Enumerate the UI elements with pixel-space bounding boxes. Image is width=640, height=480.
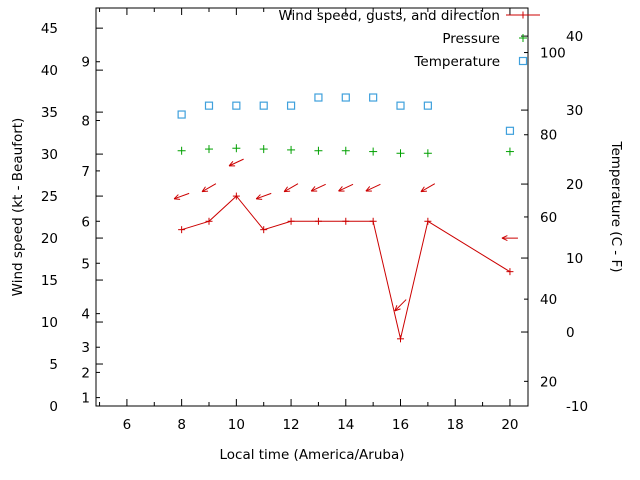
legend-label-pressure: Pressure xyxy=(442,31,500,47)
beaufort-tick-label: 1 xyxy=(81,391,90,407)
gust-arrowhead xyxy=(255,194,261,200)
fahrenheit-tick-label: 60 xyxy=(540,210,557,226)
fahrenheit-tick-label: 100 xyxy=(540,46,566,62)
kt-tick-label: 45 xyxy=(41,21,58,37)
gust-arrowhead xyxy=(202,190,209,193)
kt-tick-label: 10 xyxy=(41,315,58,331)
temperature-marker xyxy=(341,93,350,102)
gust-arrowhead xyxy=(420,190,427,193)
gust-arrowhead xyxy=(228,160,234,167)
celsius-tick-label: 30 xyxy=(566,103,583,119)
celsius-tick-label: 40 xyxy=(566,29,583,45)
gust-direction-arrow xyxy=(420,183,436,193)
beaufort-tick-label: 7 xyxy=(81,164,90,180)
gust-arrowhead xyxy=(174,198,181,200)
temperature-marker xyxy=(286,101,296,110)
kt-tick-label: 40 xyxy=(41,63,58,79)
gust-arrowhead xyxy=(394,308,401,312)
beaufort-tick-label: 6 xyxy=(81,214,90,230)
celsius-tick-label: 10 xyxy=(566,251,583,267)
legend-label-temperature: Temperature xyxy=(413,54,500,70)
gust-direction-arrow xyxy=(256,192,272,200)
gust-direction-arrow xyxy=(201,183,217,193)
x-axis-title: Local time (America/Aruba) xyxy=(219,447,404,463)
temperature-marker xyxy=(314,93,323,102)
celsius-tick-label: 20 xyxy=(566,177,583,193)
beaufort-tick-label: 8 xyxy=(81,114,90,130)
gust-arrowhead xyxy=(256,198,263,200)
gust-arrowhead xyxy=(173,194,179,200)
x-tick-label: 14 xyxy=(337,417,354,433)
gust-direction-arrow xyxy=(228,158,244,167)
plot-border xyxy=(95,7,529,407)
fahrenheit-tick-label: 40 xyxy=(540,292,557,308)
temperature-marker xyxy=(232,101,241,110)
gust-arrowhead xyxy=(310,186,316,192)
temperature-marker xyxy=(369,93,378,102)
kt-tick-label: 20 xyxy=(41,231,58,247)
gust-direction-arrow xyxy=(394,299,407,312)
fahrenheit-tick-label: 80 xyxy=(540,128,557,144)
x-tick-label: 6 xyxy=(123,417,132,433)
kt-tick-label: 15 xyxy=(41,273,58,289)
y-axis-right-title: Temperature (C - F) xyxy=(608,141,624,273)
legend-label-wind: Wind speed, gusts, and direction xyxy=(278,8,500,24)
temperature-marker xyxy=(204,101,214,110)
gust-arrowhead xyxy=(501,237,508,242)
temperature-marker xyxy=(423,101,432,110)
temperature-marker xyxy=(396,101,405,110)
beaufort-tick-label: 9 xyxy=(81,55,90,71)
gust-direction-arrow xyxy=(283,183,299,193)
gust-arrowhead xyxy=(283,186,288,192)
fahrenheit-tick-label: 20 xyxy=(540,374,557,390)
beaufort-tick-label: 2 xyxy=(81,365,90,381)
gust-arrowhead xyxy=(394,305,398,312)
temperature-marker xyxy=(259,101,268,110)
x-tick-label: 18 xyxy=(447,417,464,433)
gust-arrowhead xyxy=(338,186,343,192)
gust-direction-arrow xyxy=(173,192,190,200)
x-tick-label: 16 xyxy=(392,417,409,433)
gust-arrowhead xyxy=(420,186,425,192)
celsius-tick-label: 0 xyxy=(566,325,575,341)
wind-speed-line xyxy=(181,195,511,339)
gust-arrowhead xyxy=(201,186,206,192)
gust-arrowhead xyxy=(501,235,508,239)
kt-tick-label: 25 xyxy=(41,189,58,205)
y-axis-left-title: Wind speed (kt - Beaufort) xyxy=(10,118,26,297)
gust-arrowhead xyxy=(365,186,371,192)
gust-direction-arrow xyxy=(338,183,354,192)
beaufort-tick-label: 3 xyxy=(81,340,90,356)
temperature-marker xyxy=(177,110,186,119)
kt-tick-label: 35 xyxy=(41,105,58,121)
celsius-tick-label: -10 xyxy=(566,399,588,415)
x-tick-label: 20 xyxy=(501,417,518,433)
gust-arrowhead xyxy=(284,190,291,193)
gust-direction-arrow xyxy=(365,183,381,192)
x-tick-label: 8 xyxy=(177,417,186,433)
beaufort-tick-label: 4 xyxy=(81,307,90,323)
legend-temperature-marker-sample xyxy=(518,56,528,66)
gust-direction-arrow xyxy=(310,183,326,192)
temperature-marker xyxy=(505,126,515,135)
kt-tick-label: 0 xyxy=(49,399,58,415)
x-tick-label: 10 xyxy=(228,417,245,433)
kt-tick-label: 5 xyxy=(49,357,58,373)
beaufort-tick-label: 5 xyxy=(81,256,90,272)
x-tick-label: 12 xyxy=(282,417,299,433)
kt-tick-label: 30 xyxy=(41,147,58,163)
